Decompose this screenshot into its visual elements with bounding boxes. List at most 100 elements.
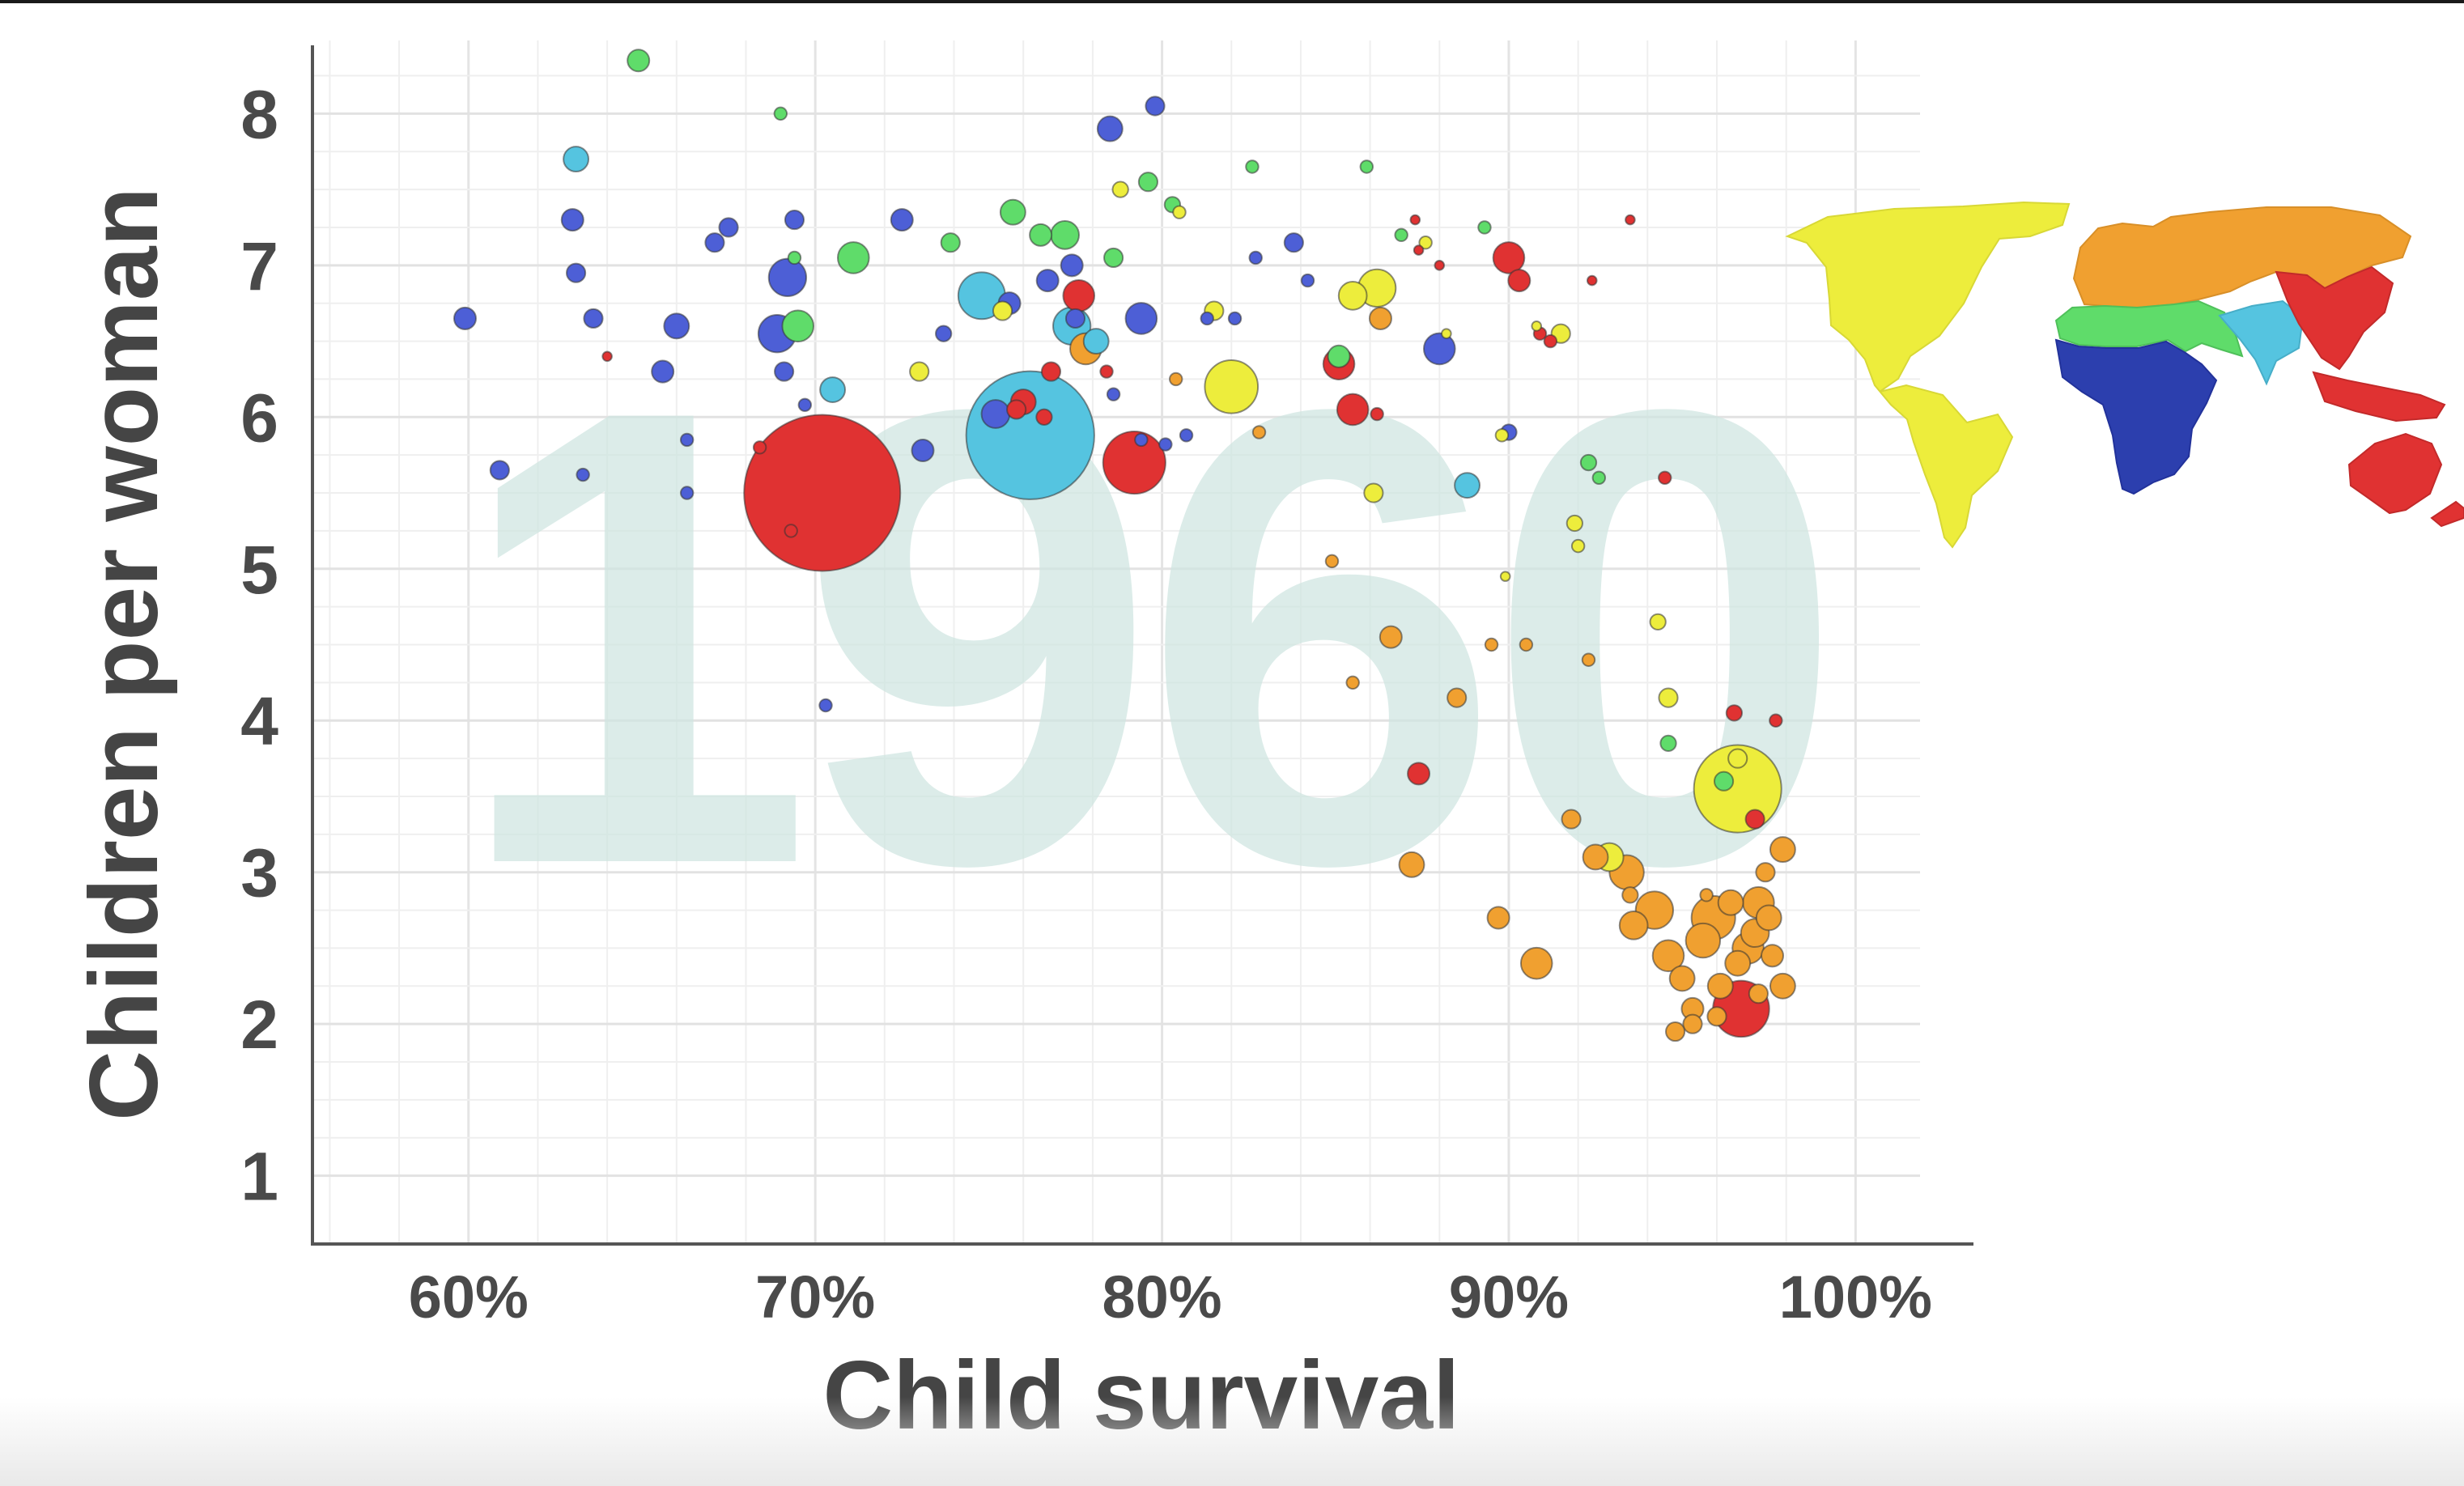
bubble-europe-central-asia[interactable] — [1682, 1013, 1703, 1034]
bubble-sub-saharan-africa[interactable] — [452, 306, 478, 330]
bubble-sub-saharan-africa[interactable] — [1060, 253, 1084, 278]
bubble-america[interactable] — [1111, 180, 1129, 198]
bubble-east-asia-pacific[interactable] — [1769, 713, 1783, 728]
bubble-sub-saharan-africa[interactable] — [767, 257, 808, 297]
bubble-north-africa-middle-east[interactable] — [1591, 470, 1607, 486]
bubble-america[interactable] — [1570, 538, 1586, 554]
bubble-sub-saharan-africa[interactable] — [1422, 332, 1456, 366]
bubble-sub-saharan-africa[interactable] — [560, 208, 584, 232]
bubble-sub-saharan-africa[interactable] — [890, 208, 914, 232]
bubble-north-africa-middle-east[interactable] — [1659, 734, 1677, 753]
bubble-europe-central-asia[interactable] — [1684, 922, 1722, 959]
bubble-east-asia-pacific[interactable] — [1062, 279, 1096, 312]
bubble-europe-central-asia[interactable] — [1651, 939, 1685, 973]
bubble-east-asia-pacific[interactable] — [1409, 214, 1421, 226]
bubble-europe-central-asia[interactable] — [1618, 910, 1649, 940]
bubble-sub-saharan-africa[interactable] — [1227, 311, 1243, 326]
bubble-east-asia-pacific[interactable] — [601, 350, 613, 363]
bubble-sub-saharan-africa[interactable] — [1145, 96, 1166, 117]
bubble-north-africa-middle-east[interactable] — [1103, 247, 1124, 269]
bubble-north-africa-middle-east[interactable] — [1394, 227, 1408, 243]
bubble-sub-saharan-africa[interactable] — [797, 397, 813, 413]
bubble-europe-central-asia[interactable] — [1519, 637, 1534, 652]
bubble-europe-central-asia[interactable] — [1717, 889, 1744, 916]
bubble-sub-saharan-africa[interactable] — [818, 698, 833, 713]
bubble-america[interactable] — [1658, 687, 1679, 708]
bubble-sub-saharan-africa[interactable] — [774, 361, 795, 382]
bubble-europe-central-asia[interactable] — [1324, 554, 1340, 569]
bubble-sub-saharan-africa[interactable] — [1300, 273, 1315, 288]
bubble-sub-saharan-africa[interactable] — [1124, 302, 1158, 335]
bubble-east-asia-pacific[interactable] — [1586, 274, 1598, 287]
bubble-sub-saharan-africa[interactable] — [704, 232, 725, 253]
bubble-europe-central-asia[interactable] — [1769, 836, 1796, 864]
bubble-sub-saharan-africa[interactable] — [651, 359, 675, 384]
bubble-sub-saharan-africa[interactable] — [1134, 432, 1149, 448]
bubble-america[interactable] — [1363, 482, 1384, 503]
bubble-sub-saharan-africa[interactable] — [679, 486, 695, 500]
bubble-europe-central-asia[interactable] — [1251, 425, 1267, 439]
bubble-east-asia-pacific[interactable] — [1040, 361, 1062, 382]
bubble-europe-central-asia[interactable] — [1486, 906, 1510, 930]
bubble-north-africa-middle-east[interactable] — [781, 309, 815, 343]
bubble-south-asia[interactable] — [965, 370, 1095, 500]
bubble-sub-saharan-africa[interactable] — [1200, 311, 1214, 326]
bubble-east-asia-pacific[interactable] — [1035, 408, 1053, 426]
bubble-europe-central-asia[interactable] — [1582, 843, 1609, 871]
bubble-north-africa-middle-east[interactable] — [1050, 219, 1080, 250]
bubble-sub-saharan-africa[interactable] — [1179, 428, 1194, 443]
bubble-north-africa-middle-east[interactable] — [999, 198, 1026, 226]
bubble-europe-central-asia[interactable] — [1447, 687, 1468, 708]
bubble-north-africa-middle-east[interactable] — [627, 49, 651, 73]
bubble-north-africa-middle-east[interactable] — [836, 241, 870, 274]
bubble-east-asia-pacific[interactable] — [1725, 704, 1744, 722]
bubble-south-asia[interactable] — [563, 146, 590, 173]
bubble-europe-central-asia[interactable] — [1379, 625, 1403, 649]
bubble-sub-saharan-africa[interactable] — [718, 217, 739, 238]
bubble-america[interactable] — [1565, 514, 1583, 533]
bubble-europe-central-asia[interactable] — [1665, 1021, 1686, 1042]
bubble-sub-saharan-africa[interactable] — [784, 210, 805, 231]
bubble-sub-saharan-africa[interactable] — [911, 439, 935, 463]
bubble-east-asia-pacific[interactable] — [1099, 364, 1114, 379]
bubble-america[interactable] — [1531, 321, 1543, 332]
bubble-europe-central-asia[interactable] — [1706, 1006, 1727, 1027]
bubble-america[interactable] — [1204, 359, 1260, 414]
bubble-east-asia-pacific[interactable] — [1744, 809, 1765, 830]
bubble-europe-central-asia[interactable] — [1755, 904, 1782, 932]
bubble-america[interactable] — [992, 300, 1013, 321]
bubble-south-asia[interactable] — [1082, 328, 1110, 355]
bubble-europe-central-asia[interactable] — [1668, 965, 1696, 992]
bubble-america[interactable] — [1494, 428, 1510, 443]
bubble-north-africa-middle-east[interactable] — [1245, 159, 1260, 174]
bubble-america[interactable] — [1337, 280, 1368, 311]
bubble-sub-saharan-africa[interactable] — [1064, 308, 1086, 329]
bubble-europe-central-asia[interactable] — [1769, 972, 1796, 1000]
bubble-east-asia-pacific[interactable] — [1336, 393, 1370, 427]
bubble-north-africa-middle-east[interactable] — [1579, 453, 1598, 472]
bubble-north-africa-middle-east[interactable] — [1029, 223, 1053, 247]
bubble-north-africa-middle-east[interactable] — [1713, 771, 1735, 792]
bubble-europe-central-asia[interactable] — [1484, 637, 1499, 652]
bubble-europe-central-asia[interactable] — [1699, 888, 1714, 902]
bubble-sub-saharan-africa[interactable] — [980, 399, 1011, 429]
bubble-europe-central-asia[interactable] — [1581, 652, 1596, 667]
bubble-sub-saharan-africa[interactable] — [489, 460, 510, 481]
bubble-america[interactable] — [1418, 235, 1433, 250]
bubble-sub-saharan-africa[interactable] — [565, 262, 587, 283]
bubble-europe-central-asia[interactable] — [1706, 972, 1734, 1000]
bubble-north-africa-middle-east[interactable] — [1327, 344, 1351, 368]
bubble-europe-central-asia[interactable] — [1519, 946, 1553, 980]
bubble-north-africa-middle-east[interactable] — [1477, 220, 1492, 235]
bubble-sub-saharan-africa[interactable] — [1158, 437, 1173, 452]
bubble-america[interactable] — [1727, 748, 1748, 769]
bubble-sub-saharan-africa[interactable] — [576, 467, 590, 482]
bubble-east-asia-pacific[interactable] — [1434, 260, 1446, 271]
bubble-america[interactable] — [1499, 571, 1511, 582]
bubble-europe-central-asia[interactable] — [1345, 675, 1360, 690]
bubble-east-asia-pacific[interactable] — [1658, 470, 1672, 486]
bubble-north-africa-middle-east[interactable] — [940, 232, 961, 253]
bubble-sub-saharan-africa[interactable] — [1035, 269, 1060, 293]
bubble-sub-saharan-africa[interactable] — [679, 432, 695, 448]
bubble-north-africa-middle-east[interactable] — [787, 250, 802, 265]
